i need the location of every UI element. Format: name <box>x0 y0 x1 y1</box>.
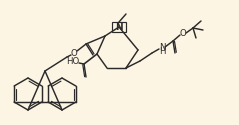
Text: N: N <box>159 42 165 51</box>
Text: O: O <box>180 30 186 38</box>
FancyBboxPatch shape <box>112 22 126 32</box>
Text: O: O <box>71 48 77 58</box>
Text: N: N <box>115 22 123 32</box>
Text: HO: HO <box>66 58 80 66</box>
Text: H: H <box>159 48 165 56</box>
